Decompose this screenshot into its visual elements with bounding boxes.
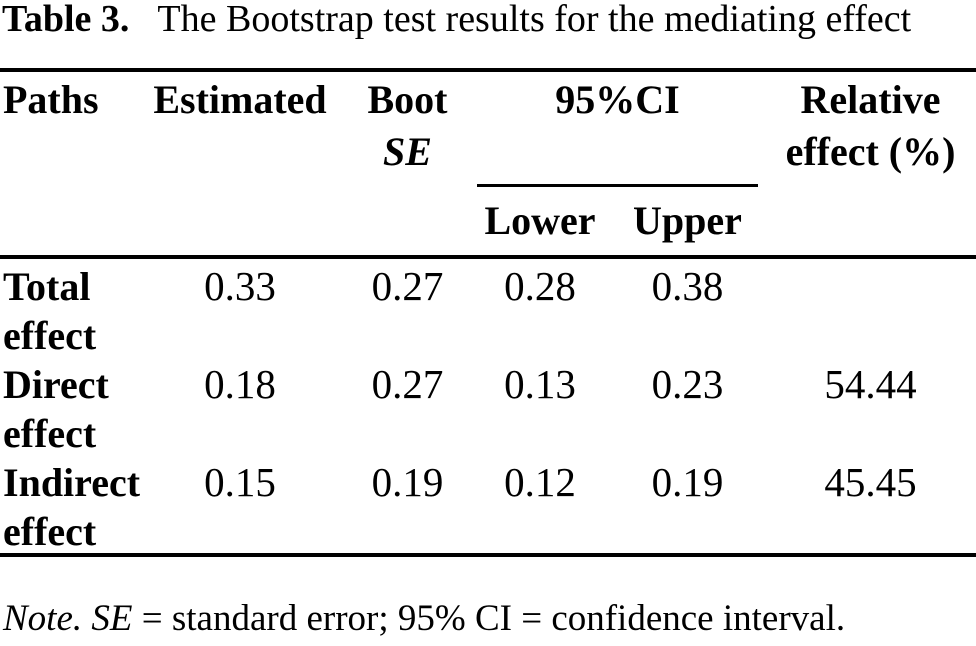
cell-indirect-ci-upper: 0.19	[651, 459, 724, 505]
table-row-total-effect: Total effect 0.33 0.27 0.28 0.38	[0, 259, 976, 360]
table-header-row: Paths Estimated Boot SE 95%CI Relative e…	[0, 72, 976, 187]
subheader-spacer-paths	[0, 187, 135, 255]
col-header-ci-group: 95%CI	[470, 72, 765, 187]
table-row-indirect-effect: Indirect effect 0.15 0.19 0.12 0.19 45.4…	[0, 455, 976, 556]
note-text: = standard error; 95% CI = confidence in…	[141, 598, 846, 639]
col-header-estimated: Estimated	[153, 77, 327, 122]
cell-total-ci-upper: 0.38	[651, 263, 724, 309]
cell-indirect-boot-se: 0.19	[371, 459, 444, 505]
row-label-indirect-effect: Indirect effect	[0, 455, 141, 556]
col-header-boot-se: Boot SE	[345, 72, 470, 187]
table-caption-number: Table 3.	[2, 0, 130, 40]
cell-indirect-estimated: 0.15	[204, 459, 276, 505]
table-caption: Table 3. The Bootstrap test results for t…	[2, 0, 976, 42]
cell-indirect-ci-lower: 0.12	[504, 459, 576, 505]
cell-total-ci-lower: 0.28	[504, 263, 576, 309]
subheader-spacer-boot	[345, 187, 470, 255]
col-header-relative-line1: Relative	[800, 77, 941, 122]
row-label-line1: Direct	[3, 362, 109, 407]
cell-direct-ci-lower: 0.13	[504, 361, 576, 407]
row-label-direct-effect: Direct effect	[0, 357, 135, 458]
col-header-relative-line2: effect (%)	[785, 129, 956, 174]
table-note: Note. SE = standard error; 95% CI = conf…	[3, 596, 975, 642]
cell-direct-relative-effect: 54.44	[824, 361, 917, 407]
col-header-paths: Paths	[3, 77, 99, 122]
cell-direct-boot-se: 0.27	[371, 361, 444, 407]
col-header-boot-line1: Boot	[367, 77, 448, 122]
row-label-line1: Indirect	[3, 460, 141, 505]
note-se-symbol: SE	[91, 598, 133, 639]
col-header-relative-effect: Relative effect (%)	[765, 72, 976, 187]
table-caption-text: The Bootstrap test results for the media…	[157, 0, 912, 40]
col-header-ci: 95%CI	[477, 72, 758, 187]
row-label-line2: effect	[3, 509, 97, 554]
subheader-lower: Lower	[484, 198, 596, 243]
header-bottom-rule	[0, 255, 976, 259]
row-label-line2: effect	[3, 411, 97, 456]
row-label-line1: Total	[3, 264, 91, 309]
cell-indirect-relative-effect: 45.45	[824, 459, 917, 505]
subheader-spacer-relative	[765, 187, 976, 255]
note-label: Note.	[3, 598, 83, 639]
subheader-spacer-estimated	[135, 187, 345, 255]
row-label-line2: effect	[3, 313, 97, 358]
table-bottom-rule	[0, 553, 976, 557]
cell-total-boot-se: 0.27	[371, 263, 444, 309]
table-subheader-row: Lower Upper	[0, 187, 976, 255]
col-header-boot-line2-se: SE	[383, 129, 432, 174]
row-label-total-effect: Total effect	[0, 259, 135, 360]
cell-total-relative-effect	[765, 259, 976, 360]
cell-direct-estimated: 0.18	[204, 361, 276, 407]
cell-direct-ci-upper: 0.23	[651, 361, 724, 407]
subheader-upper: Upper	[633, 198, 742, 243]
table-row-direct-effect: Direct effect 0.18 0.27 0.13 0.23 54.44	[0, 357, 976, 458]
cell-total-estimated: 0.33	[204, 263, 276, 309]
bootstrap-results-table: Paths Estimated Boot SE 95%CI Relative e…	[0, 68, 976, 557]
